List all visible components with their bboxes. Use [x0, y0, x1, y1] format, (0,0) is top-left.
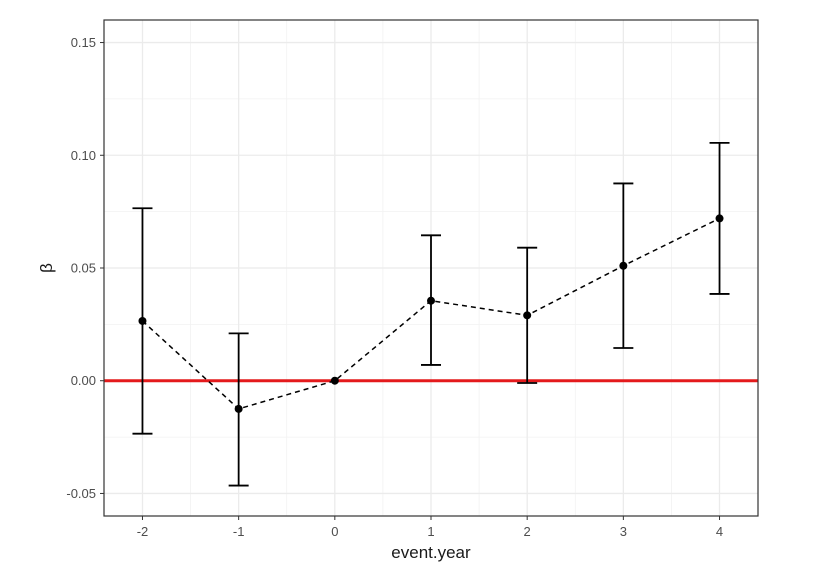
data-points	[138, 214, 724, 413]
data-point	[523, 311, 532, 320]
x-tick-label: 2	[524, 524, 531, 539]
x-tick-label: 3	[620, 524, 627, 539]
data-point	[234, 404, 243, 413]
x-tick-label: -2	[137, 524, 149, 539]
data-point	[138, 316, 147, 325]
y-axis-title: β	[37, 263, 56, 273]
x-axis: -2 -1 0 1 2 3 4	[137, 516, 723, 539]
x-tick-label: 0	[331, 524, 338, 539]
data-point	[427, 296, 435, 305]
y-tick-label: -0.05	[66, 486, 96, 501]
y-tick-label: 0.15	[71, 35, 96, 50]
data-point	[619, 261, 628, 270]
y-tick-label: 0.10	[71, 148, 96, 163]
x-tick-label: 1	[427, 524, 434, 539]
x-tick-label: 4	[716, 524, 723, 539]
x-axis-title: event.year	[391, 543, 471, 562]
y-tick-label: 0.05	[71, 261, 96, 276]
y-axis: -0.05 0.00 0.05 0.10 0.15	[66, 35, 104, 501]
x-tick-label: -1	[233, 524, 245, 539]
data-point	[330, 376, 339, 385]
y-tick-label: 0.00	[71, 373, 96, 388]
data-point	[715, 214, 724, 223]
